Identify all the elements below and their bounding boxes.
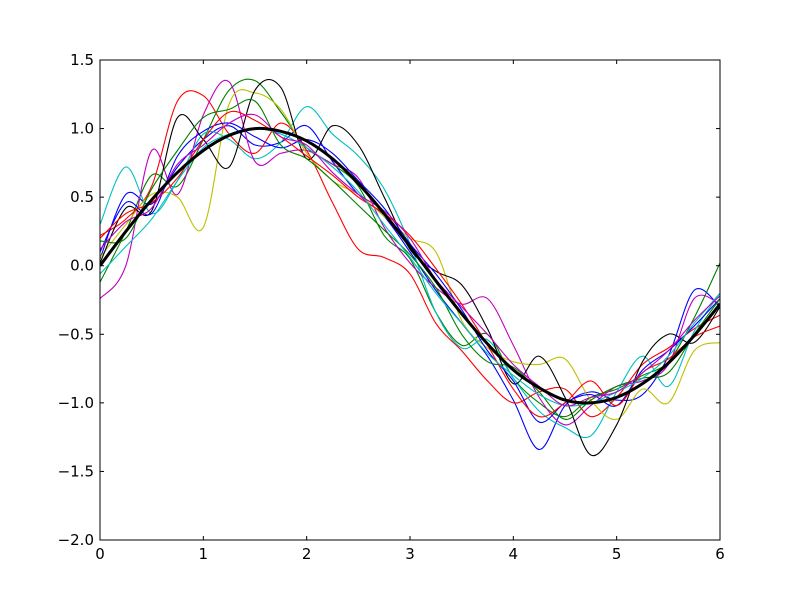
sample-series-line-9: [100, 98, 720, 420]
x-tick-label: 3: [405, 545, 415, 563]
y-tick-label: −0.5: [58, 325, 94, 343]
y-tick-label: 1.0: [70, 120, 94, 138]
x-tick-label: 5: [612, 545, 622, 563]
y-tick-label: 0.0: [70, 257, 94, 275]
x-tick-label: 4: [509, 545, 519, 563]
x-tick-label: 2: [302, 545, 312, 563]
y-tick-label: 1.5: [70, 51, 94, 69]
y-tick-label: −1.0: [58, 394, 94, 412]
sample-series-line-6: [100, 89, 720, 420]
sample-series-line-12: [100, 113, 720, 407]
sample-series-line-10: [100, 110, 720, 418]
y-tick-label: −1.5: [58, 462, 94, 480]
x-tick-label: 6: [715, 545, 725, 563]
y-tick-label: −2.0: [58, 531, 94, 549]
x-tick-label: 1: [199, 545, 209, 563]
mean-series-line: [100, 126, 720, 405]
y-axis: 1.5 1.0 0.5 0.0 −0.5 −1.0 −1.5 −2.0: [58, 51, 720, 549]
x-tick-label: 0: [95, 545, 105, 563]
x-axis: 0 1 2 3 4 5 6: [95, 60, 725, 563]
y-tick-label: 0.5: [70, 188, 94, 206]
series-layer: [100, 78, 720, 457]
